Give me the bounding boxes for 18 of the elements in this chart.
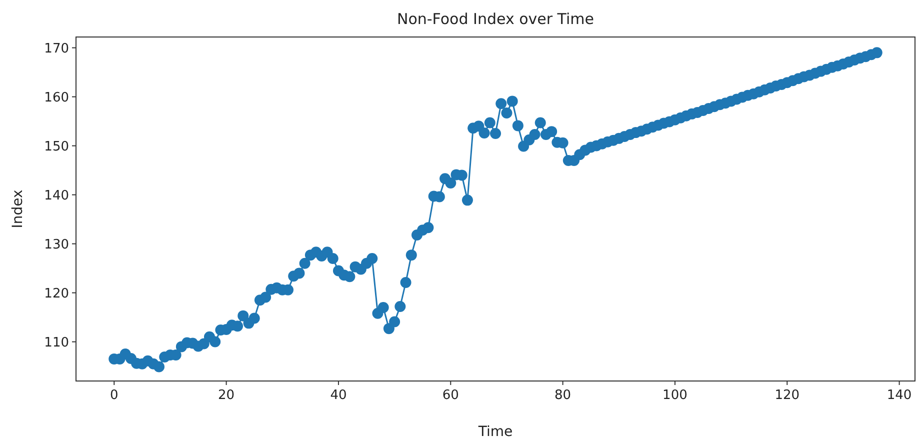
chart-title: Non-Food Index over Time [396,10,594,28]
x-tick-label: 20 [218,388,235,403]
x-tick-label: 0 [110,388,118,403]
x-tick-label: 140 [886,388,912,403]
y-tick-label: 150 [44,139,69,154]
y-tick-label: 140 [44,188,69,204]
x-tick-label: 80 [554,388,572,403]
y-tick-label: 160 [44,90,69,106]
y-tick-label: 130 [44,237,69,252]
y-tick-label: 110 [44,335,69,350]
x-tick-label: 60 [442,388,459,403]
y-tick-label: 170 [44,41,69,56]
y-axis-title: Index [10,190,26,228]
x-tick-label: 120 [774,388,800,403]
x-tick-label: 40 [330,388,347,403]
y-tick-label: 120 [44,286,69,302]
x-axis-title: Time [477,424,513,440]
x-tick-label: 100 [662,388,688,403]
